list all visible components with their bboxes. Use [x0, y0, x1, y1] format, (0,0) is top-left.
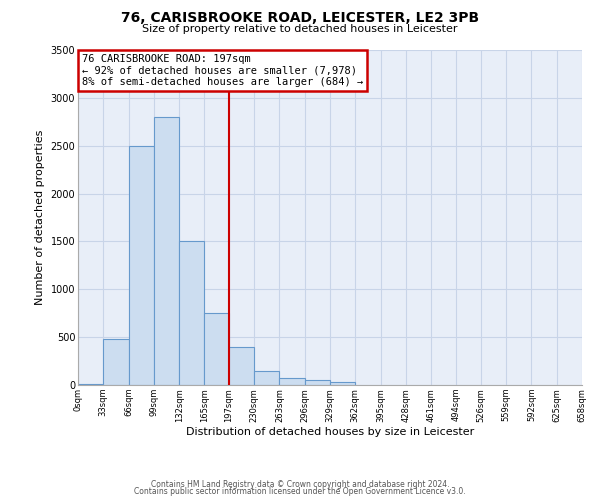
Bar: [280, 378, 305, 385]
Bar: [229, 346, 254, 385]
Bar: [205, 313, 229, 385]
Bar: [330, 382, 355, 385]
Text: Contains public sector information licensed under the Open Government Licence v3: Contains public sector information licen…: [134, 487, 466, 496]
Text: 76 CARISBROOKE ROAD: 197sqm
← 92% of detached houses are smaller (7,978)
8% of s: 76 CARISBROOKE ROAD: 197sqm ← 92% of det…: [82, 54, 363, 87]
Bar: [103, 339, 128, 385]
Bar: [154, 117, 179, 385]
X-axis label: Distribution of detached houses by size in Leicester: Distribution of detached houses by size …: [186, 427, 474, 437]
Bar: [128, 146, 154, 385]
Text: 76, CARISBROOKE ROAD, LEICESTER, LE2 3PB: 76, CARISBROOKE ROAD, LEICESTER, LE2 3PB: [121, 11, 479, 25]
Bar: [305, 380, 330, 385]
Bar: [179, 242, 205, 385]
Bar: [254, 370, 280, 385]
Bar: [78, 384, 103, 385]
Y-axis label: Number of detached properties: Number of detached properties: [35, 130, 45, 305]
Text: Contains HM Land Registry data © Crown copyright and database right 2024.: Contains HM Land Registry data © Crown c…: [151, 480, 449, 489]
Text: Size of property relative to detached houses in Leicester: Size of property relative to detached ho…: [142, 24, 458, 34]
